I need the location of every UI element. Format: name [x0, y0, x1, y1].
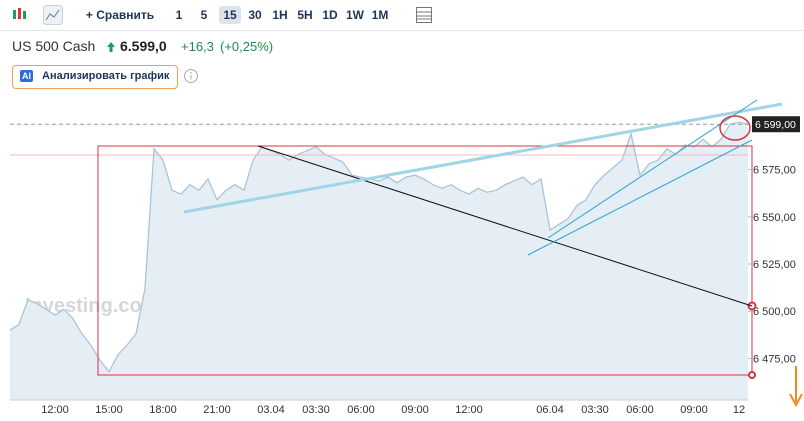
area-icon[interactable] — [43, 5, 63, 25]
interval-button[interactable]: 15 — [219, 6, 241, 24]
interval-button[interactable]: 1 — [175, 8, 183, 22]
price: 6.599,0 — [120, 38, 167, 54]
red-circle — [719, 115, 751, 141]
x-tick-label: 03:30 — [302, 404, 330, 416]
red-box — [97, 145, 753, 376]
up-arrow — [107, 42, 115, 52]
x-tick-label: 06.04 — [536, 404, 564, 416]
trend-thick — [183, 102, 783, 214]
y-tick-label: 6 575,00 — [753, 165, 796, 177]
y-tick-label: 6 475,00 — [753, 353, 796, 365]
change-pct: (+0,25%) — [220, 39, 274, 54]
last-price-label: 6 599,00 — [755, 119, 796, 131]
x-tick-label: 09:00 — [680, 404, 708, 416]
trend-black — [257, 145, 753, 307]
interval-button[interactable]: 30 — [248, 8, 262, 22]
interval-button[interactable]: 5 — [200, 8, 208, 22]
handle — [748, 371, 756, 379]
x-tick-label: 03:30 — [581, 404, 609, 416]
interval-button[interactable]: 1D — [322, 8, 338, 22]
x-tick-label: 18:00 — [149, 404, 177, 416]
analyze-button[interactable]: AI Анализировать график — [12, 65, 178, 89]
x-tick-label: 06:00 — [347, 404, 375, 416]
y-tick-label: 6 500,00 — [753, 306, 796, 318]
analyze-label: Анализировать график — [42, 70, 170, 82]
price-line — [9, 121, 749, 373]
x-tick-label: 12 — [733, 404, 745, 416]
y-tick-label: 6 525,00 — [753, 259, 796, 271]
change: +16,3 — [181, 39, 214, 54]
x-tick-label: 12:00 — [41, 404, 69, 416]
orange-arrow — [789, 366, 803, 408]
drawings — [10, 99, 803, 408]
watermark: Investing.com — [25, 295, 159, 317]
x-tick-label: 15:00 — [95, 404, 123, 416]
last-price-box — [752, 116, 800, 133]
x-tick-label: 21:00 — [203, 404, 231, 416]
ai-badge: AI — [20, 70, 33, 82]
toolbar: + Сравнить 1 5 15 30 1H 5H 1D 1W 1M — [0, 0, 804, 31]
interval-button[interactable]: 5H — [297, 8, 313, 22]
x-tick-label: 12:00 — [455, 404, 483, 416]
area-fill — [10, 122, 748, 401]
interval-button[interactable]: 1W — [346, 8, 364, 22]
info-icon[interactable] — [183, 68, 199, 84]
table-icon[interactable] — [415, 6, 433, 24]
y-tick-label: 6 550,00 — [753, 212, 796, 224]
interval-button[interactable]: 1H — [272, 8, 288, 22]
symbol: US 500 Cash — [12, 38, 96, 54]
compare-button[interactable]: + Сравнить — [85, 8, 155, 22]
candle-icon[interactable] — [10, 6, 28, 24]
x-tick-label: 09:00 — [401, 404, 429, 416]
x-tick-label: 03.04 — [257, 404, 285, 416]
channel-lower — [527, 139, 753, 256]
x-tick-label: 06:00 — [626, 404, 654, 416]
interval-button[interactable]: 1M — [371, 8, 389, 22]
